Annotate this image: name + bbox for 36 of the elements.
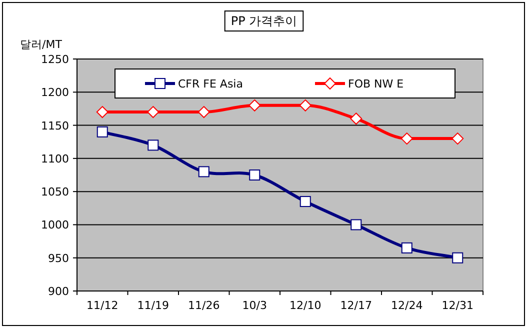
point: [452, 132, 464, 145]
point: [147, 106, 160, 118]
y-tick-label: 1250: [41, 53, 69, 66]
point: [350, 112, 362, 125]
x-tick-label: 11/26: [188, 299, 220, 312]
y-tick-label: 1100: [41, 152, 69, 166]
point: [96, 106, 108, 118]
point: [198, 166, 210, 178]
x-tick-label: 11/12: [86, 299, 118, 312]
y-tick-label: 900: [48, 285, 69, 298]
y-axis-title: 달러/MT: [20, 38, 62, 51]
chart-title: PP 가격추이: [230, 14, 298, 28]
point: [452, 252, 464, 264]
point: [198, 106, 210, 118]
x-tick-label: 11/19: [137, 299, 169, 312]
point: [249, 170, 260, 180]
x-tick-label: 12/31: [442, 299, 474, 312]
legend-label: CFR FE Asia: [178, 78, 243, 90]
x-tick-label: 12/24: [391, 299, 423, 312]
y-tick-label: 1050: [41, 186, 69, 199]
point: [401, 242, 412, 254]
x-tick-label: 12/10: [290, 299, 322, 312]
point: [96, 126, 108, 138]
y-tick-label: 1200: [41, 86, 69, 100]
x-tick-label: 12/17: [340, 299, 372, 312]
x-tick-label: 10/3: [242, 299, 267, 312]
legend-label: FOB NW E: [348, 78, 404, 90]
point: [300, 196, 311, 208]
point: [248, 99, 261, 112]
y-tick-label: 950: [48, 252, 69, 265]
point: [148, 140, 159, 151]
y-tick-label: 1000: [41, 218, 69, 232]
point: [299, 99, 312, 112]
point: [400, 132, 413, 145]
point: [350, 219, 362, 230]
y-tick-label: 1150: [41, 119, 69, 132]
